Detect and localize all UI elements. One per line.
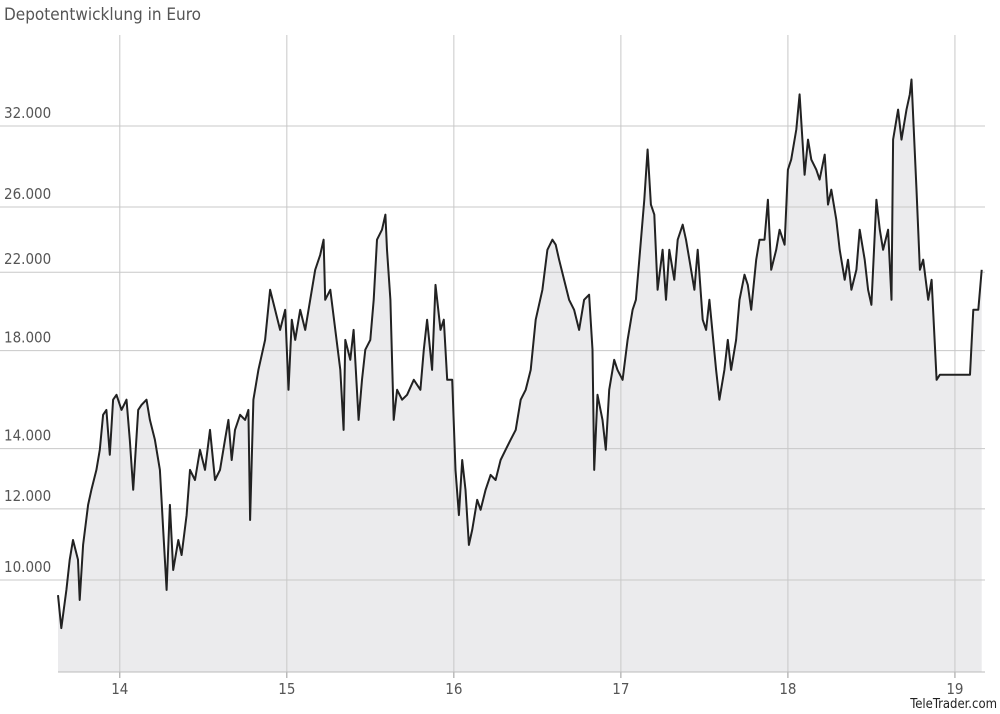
y-tick-label: 32.000 (4, 104, 51, 122)
x-tick-label: 14 (111, 680, 128, 698)
y-tick-label: 18.000 (4, 329, 51, 347)
x-tick-label: 18 (779, 680, 796, 698)
y-tick-label: 26.000 (4, 185, 51, 203)
source: TeleTrader.com (909, 697, 997, 712)
x-tick-label: 15 (278, 680, 295, 698)
x-tick-label: 16 (445, 680, 462, 698)
chart-title: Depotentwicklung in Euro (4, 5, 201, 25)
x-tick-label: 19 (946, 680, 963, 698)
area (58, 79, 982, 672)
y-tick-label: 12.000 (4, 487, 51, 505)
x-tick-label: 17 (612, 680, 629, 698)
line (57, 78, 983, 630)
y-tick-label: 14.000 (4, 427, 51, 445)
y-tick-label: 22.000 (4, 250, 51, 268)
y-tick-label: 10.000 (4, 558, 51, 576)
